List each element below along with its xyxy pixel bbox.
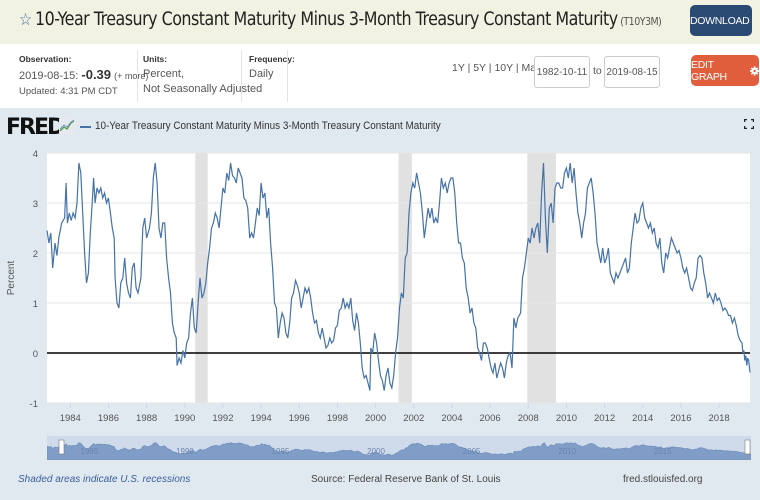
observation-value-line: 2019-08-15: -0.39 (+ more)	[19, 67, 148, 84]
fullscreen-icon[interactable]	[744, 119, 754, 129]
fred-logo[interactable]: FRED	[6, 115, 65, 140]
frequency-value: Daily	[249, 68, 274, 80]
x-tick-label: 2010	[556, 413, 577, 424]
navigator-label: 2010	[558, 447, 576, 456]
updated-time: Updated: 4:31 PM CDT	[19, 86, 118, 97]
range-5y[interactable]: 5Y	[473, 62, 486, 74]
meta-divider	[287, 50, 288, 102]
range-selector: 1Y | 5Y | 10Y | Max	[452, 62, 542, 74]
units-value: Percent, Not Seasonally Adjusted	[143, 67, 262, 97]
legend-line-swatch	[80, 126, 91, 128]
x-tick-label: 2016	[670, 413, 691, 424]
legend-label: 10-Year Treasury Constant Maturity Minus…	[95, 120, 441, 132]
gear-icon	[749, 65, 759, 76]
recession-band	[398, 153, 412, 403]
download-button[interactable]: DOWNLOAD	[690, 5, 752, 36]
y-axis-label: Percent	[6, 261, 17, 296]
line-chart: -1 0 1 2 3 4 1984 1986 1988 1990 1992 1994 1996 1998…	[6, 149, 751, 424]
navigator-label: 1985	[81, 447, 99, 456]
download-label: DOWNLOAD	[690, 14, 750, 27]
edit-graph-button[interactable]: EDIT GRAPH	[691, 55, 759, 86]
y-tick-label: 2	[33, 249, 38, 260]
fred-site-link[interactable]: fred.stlouisfed.org	[623, 474, 703, 485]
navigator-label: 2000	[367, 447, 385, 456]
x-tick-label: 2012	[594, 413, 615, 424]
recession-band	[195, 153, 208, 403]
navigator[interactable]: 1985 1990 1995 2000 2005 2010 2015	[47, 436, 751, 460]
units-line-1: Percent,	[143, 68, 184, 80]
x-tick-label: 1998	[327, 413, 348, 424]
series-title-text: 10-Year Treasury Constant Maturity Minus…	[35, 9, 618, 30]
series-title: ☆ 10-Year Treasury Constant Maturity Minu…	[19, 9, 662, 30]
end-date-input[interactable]: 2019-08-15	[604, 56, 660, 88]
navigator-label: 2015	[654, 447, 672, 456]
observation-value: -0.39	[81, 67, 112, 82]
x-tick-label: 2014	[632, 413, 653, 424]
units-line-2: Not Seasonally Adjusted	[143, 83, 263, 95]
x-tick-label: 1984	[60, 413, 81, 424]
meta-divider	[137, 50, 138, 102]
x-tick-label: 1996	[289, 413, 310, 424]
series-line	[46, 162, 751, 391]
source-text: Source: Federal Reserve Bank of St. Loui…	[311, 474, 501, 485]
star-outline-icon[interactable]: ☆	[19, 10, 32, 30]
download-icon	[751, 20, 752, 21]
more-observations-link[interactable]: (+ more)	[114, 71, 149, 81]
navigator-label: 1990	[176, 447, 194, 456]
to-label: to	[593, 65, 602, 77]
units-label: Units:	[143, 54, 168, 64]
meta-divider	[241, 50, 242, 102]
x-tick-label: 1988	[136, 413, 157, 424]
fred-chart-icon	[59, 118, 75, 134]
observation-block: Observation: 2019-08-15: -0.39 (+ more) …	[19, 54, 148, 97]
frequency-block: Frequency: Daily	[249, 54, 295, 82]
start-date-input[interactable]: 1982-10-11	[534, 56, 590, 88]
frequency-label: Frequency:	[249, 54, 295, 64]
y-tick-label: -1	[30, 399, 38, 410]
x-tick-label: 2000	[365, 413, 386, 424]
navigator-label: 1995	[272, 447, 290, 456]
range-1y[interactable]: 1Y	[452, 62, 465, 74]
y-tick-label: 4	[33, 149, 38, 160]
x-tick-label: 2002	[403, 413, 424, 424]
units-block: Units: Percent, Not Seasonally Adjusted	[143, 54, 262, 97]
observation-date: 2019-08-15:	[19, 70, 79, 82]
x-tick-label: 1990	[174, 413, 195, 424]
x-tick-label: 2008	[518, 413, 539, 424]
x-tick-label: 2004	[441, 413, 462, 424]
series-id: (T10Y3M)	[620, 15, 662, 28]
edit-graph-label: EDIT GRAPH	[691, 58, 727, 83]
navigator-label: 2005	[463, 447, 481, 456]
title-bar: ☆ 10-Year Treasury Constant Maturity Minu…	[0, 0, 760, 44]
x-tick-label: 2018	[709, 413, 730, 424]
recession-note[interactable]: Shaded areas indicate U.S. recessions	[18, 474, 191, 485]
observation-label: Observation:	[19, 54, 72, 64]
x-tick-label: 1994	[251, 413, 272, 424]
x-tick-label: 1992	[212, 413, 233, 424]
x-tick-label: 2006	[480, 413, 501, 424]
navigator-area	[47, 442, 751, 460]
y-tick-label: 3	[33, 199, 38, 210]
x-tick-label: 1986	[98, 413, 119, 424]
range-10y[interactable]: 10Y	[494, 62, 513, 74]
navigator-right-handle[interactable]	[744, 439, 751, 455]
navigator-left-handle[interactable]	[58, 439, 65, 455]
y-tick-label: 0	[33, 349, 38, 360]
y-tick-label: 1	[33, 299, 38, 310]
